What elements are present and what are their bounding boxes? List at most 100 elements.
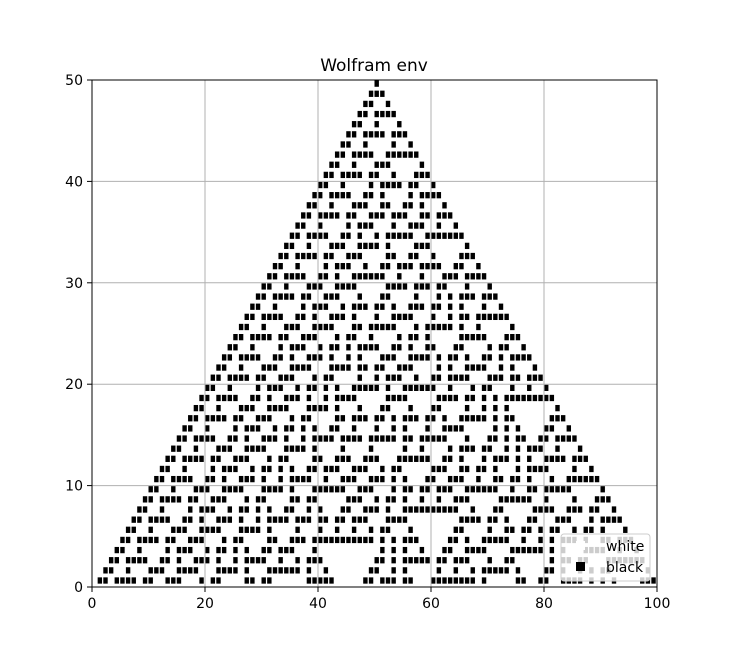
automaton-cell <box>414 334 419 341</box>
automaton-cell <box>527 546 532 554</box>
automaton-cell <box>374 110 379 118</box>
automaton-cell <box>255 303 261 310</box>
automaton-cell <box>323 536 329 544</box>
automaton-cell <box>131 516 136 523</box>
automaton-cell <box>250 344 255 351</box>
automaton-cell <box>385 232 391 239</box>
automaton-cell <box>498 354 504 361</box>
automaton-cell <box>323 516 329 523</box>
automaton-cell <box>515 445 521 452</box>
automaton-cell <box>289 293 295 300</box>
automaton-cell <box>221 445 227 452</box>
automaton-cell <box>289 445 295 452</box>
automaton-cell <box>340 445 346 452</box>
automaton-cell <box>312 303 317 310</box>
automaton-cell <box>238 323 244 331</box>
automaton-cell <box>188 516 193 523</box>
automaton-cell <box>340 283 346 290</box>
automaton-cell <box>464 415 470 422</box>
automaton-cell <box>250 354 255 361</box>
automaton-cell <box>600 516 605 523</box>
automaton-cell <box>425 263 430 270</box>
automaton-cell <box>306 415 312 422</box>
automaton-cell <box>159 567 165 574</box>
automaton-cell <box>538 577 543 584</box>
automaton-cell <box>385 354 391 361</box>
automaton-cell <box>267 526 272 533</box>
automaton-cell <box>272 425 278 432</box>
automaton-cell <box>340 242 346 250</box>
automaton-cell <box>464 435 470 442</box>
automaton-cell <box>255 293 261 300</box>
automaton-cell <box>255 384 261 391</box>
automaton-cell <box>368 242 374 250</box>
automaton-cell <box>165 546 170 554</box>
automaton-cell <box>216 516 221 523</box>
automaton-cell <box>238 374 244 381</box>
automaton-cell <box>306 364 312 371</box>
automaton-cell <box>549 486 555 493</box>
automaton-cell <box>238 506 244 513</box>
automaton-cell <box>555 445 560 452</box>
automaton-cell <box>493 516 498 523</box>
automaton-cell <box>555 435 560 442</box>
automaton-cell <box>323 374 329 381</box>
automaton-cell <box>323 232 329 239</box>
automaton-cell <box>419 161 425 168</box>
automaton-cell <box>402 202 408 209</box>
automaton-cell <box>301 212 306 219</box>
automaton-cell <box>538 526 543 533</box>
automaton-cell <box>510 384 515 391</box>
automaton-cell <box>385 323 391 331</box>
automaton-cell <box>572 435 577 442</box>
automaton-cell <box>481 465 487 473</box>
automaton-cell <box>318 486 323 493</box>
automaton-cell <box>374 121 379 128</box>
automaton-cell <box>154 486 159 493</box>
automaton-cell <box>510 334 515 341</box>
automaton-cell <box>340 486 346 493</box>
automaton-cell <box>459 323 464 331</box>
automaton-cell <box>250 313 255 321</box>
automaton-cell <box>419 192 425 199</box>
automaton-cell <box>255 415 261 422</box>
automaton-cell <box>397 232 402 239</box>
automaton-cell <box>244 557 249 564</box>
automaton-cell <box>493 536 498 544</box>
automaton-cell <box>397 374 402 381</box>
automaton-cell <box>301 516 306 523</box>
automaton-cell <box>623 526 628 533</box>
automaton-cell <box>261 293 266 300</box>
automaton-cell <box>312 202 317 209</box>
automaton-cell <box>318 222 323 229</box>
automaton-cell <box>323 263 329 270</box>
automaton-cell <box>402 415 408 422</box>
automaton-cell <box>572 475 577 483</box>
automaton-cell <box>431 181 436 189</box>
automaton-cell <box>357 415 362 422</box>
automaton-cell <box>244 445 249 452</box>
automaton-cell <box>408 222 413 229</box>
automaton-cell <box>142 557 148 564</box>
automaton-cell <box>108 557 114 564</box>
automaton-cell <box>284 283 289 290</box>
automaton-cell <box>408 252 413 260</box>
automaton-cell <box>431 577 436 584</box>
automaton-cell <box>363 100 368 108</box>
automaton-cell <box>114 577 120 584</box>
automaton-cell <box>210 506 216 513</box>
automaton-cell <box>278 475 283 483</box>
automaton-cell <box>549 455 555 462</box>
automaton-cell <box>385 263 391 270</box>
automaton-cell <box>306 506 312 513</box>
automaton-cell <box>493 293 498 300</box>
automaton-cell <box>544 435 549 442</box>
automaton-cell <box>442 202 447 209</box>
automaton-cell <box>233 435 238 442</box>
automaton-cell <box>397 131 402 138</box>
automaton-cell <box>148 486 153 493</box>
automaton-cell <box>142 496 148 503</box>
automaton-cell <box>453 536 459 544</box>
automaton-cell <box>346 252 351 260</box>
automaton-cell <box>385 181 391 189</box>
